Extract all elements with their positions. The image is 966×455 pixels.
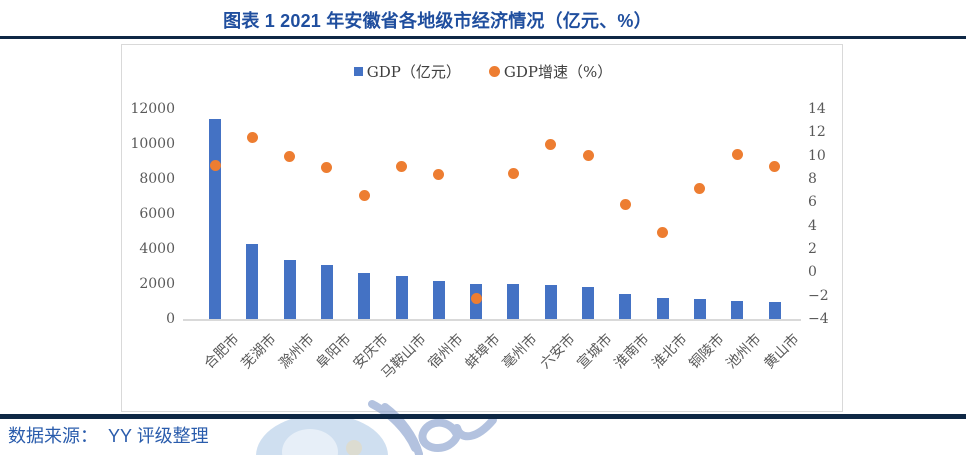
gdp-bar [283, 260, 296, 319]
x-axis-label: 淮北市 [649, 331, 691, 373]
gdp-bar [246, 243, 259, 319]
legend-label-gdp: GDP（亿元） [366, 63, 461, 81]
chart-legend: GDP（亿元） GDP增速（%） [122, 61, 844, 82]
gdp-bar [320, 265, 333, 319]
y-axis-tick-left: 10000 [130, 136, 175, 152]
growth-dot [284, 151, 296, 163]
gdp-bar [358, 272, 371, 319]
gdp-bar [432, 281, 445, 319]
x-axis-label: 宣城市 [574, 331, 616, 373]
growth-dot [433, 168, 445, 180]
x-axis-label: 黄山市 [760, 331, 802, 373]
y-axis-tick-right: 2 [808, 241, 817, 257]
x-axis-label: 铜陵市 [686, 331, 728, 373]
x-axis-label: 芜湖市 [238, 331, 280, 373]
gdp-bar [582, 286, 594, 319]
x-axis-label: 合肥市 [201, 331, 243, 373]
gdp-bar [731, 301, 744, 319]
growth-dot [769, 160, 780, 172]
legend-label-growth: GDP增速（%） [503, 63, 613, 81]
legend-circle-icon [488, 66, 500, 77]
x-axis-label: 滁州市 [276, 331, 318, 373]
data-source-label: 数据来源： [8, 426, 98, 446]
title-divider [0, 36, 966, 39]
growth-dot [545, 138, 557, 150]
data-source-value: YY 评级整理 [108, 426, 209, 446]
y-axis-tick-left: 4000 [139, 241, 175, 257]
growth-dot [507, 167, 519, 179]
x-axis-label: 淮南市 [611, 331, 653, 373]
growth-dot [731, 149, 743, 160]
growth-dot [321, 161, 333, 173]
x-axis-label: 蚌埠市 [462, 331, 504, 373]
x-axis-label: 池州市 [723, 331, 765, 373]
plot-region: 0 2000 4000 6000 8000 10000 12000 −4 −2 0 2 4 6 8 10 12… [122, 45, 844, 413]
gdp-bar [619, 293, 632, 319]
growth-dot [358, 189, 370, 201]
growth-dot [470, 292, 482, 304]
y-axis-tick-right: −4 [808, 311, 829, 327]
growth-dot [657, 227, 669, 239]
y-axis-tick-right: 12 [808, 124, 826, 141]
gdp-bar [768, 302, 781, 319]
y-axis-tick-left: 6000 [139, 206, 175, 222]
legend-item-gdp: GDP（亿元） [353, 61, 461, 82]
x-axis-label: 亳州市 [499, 331, 541, 373]
y-axis-tick-left: 12000 [130, 101, 175, 117]
legend-square-icon [353, 67, 363, 76]
gdp-bar [693, 298, 706, 319]
y-axis-tick-right: 10 [808, 147, 826, 164]
growth-dot [246, 131, 258, 143]
y-axis-tick-right: 8 [808, 171, 817, 187]
y-axis-tick-left: 2000 [139, 276, 175, 292]
gdp-bar [395, 276, 408, 319]
gdp-bar [656, 297, 669, 319]
data-source: 数据来源： YY 评级整理 [8, 422, 209, 448]
y-axis-tick-right: 6 [808, 194, 817, 211]
growth-dot [396, 160, 407, 172]
figure-title: 图表 1 2021 年安徽省各地级市经济情况（亿元、%） [223, 11, 652, 31]
y-axis-tick-right: 0 [808, 264, 817, 281]
growth-dot [209, 159, 221, 171]
x-axis-label: 六安市 [537, 331, 579, 373]
gdp-bar [544, 285, 557, 319]
chart-area: GDP（亿元） GDP增速（%） 0 2000 4000 6000 8000 10000 1… [121, 44, 843, 412]
x-axis-line [183, 319, 801, 321]
growth-dot [582, 150, 594, 162]
y-axis-tick-right: 4 [808, 217, 817, 234]
legend-item-growth: GDP增速（%） [488, 61, 613, 82]
growth-dot [694, 182, 706, 194]
gdp-bar [507, 284, 520, 319]
y-axis-tick-left: 8000 [139, 171, 175, 187]
x-axis-label: 阜阳市 [313, 331, 355, 373]
x-axis-label: 宿州市 [425, 331, 467, 373]
footer-divider [0, 414, 966, 419]
gdp-bar [209, 119, 221, 319]
y-axis-tick-right: −2 [808, 287, 829, 304]
growth-dot [619, 199, 631, 211]
y-axis-tick-left: 0 [166, 311, 175, 327]
y-axis-tick-right: 14 [808, 101, 826, 117]
